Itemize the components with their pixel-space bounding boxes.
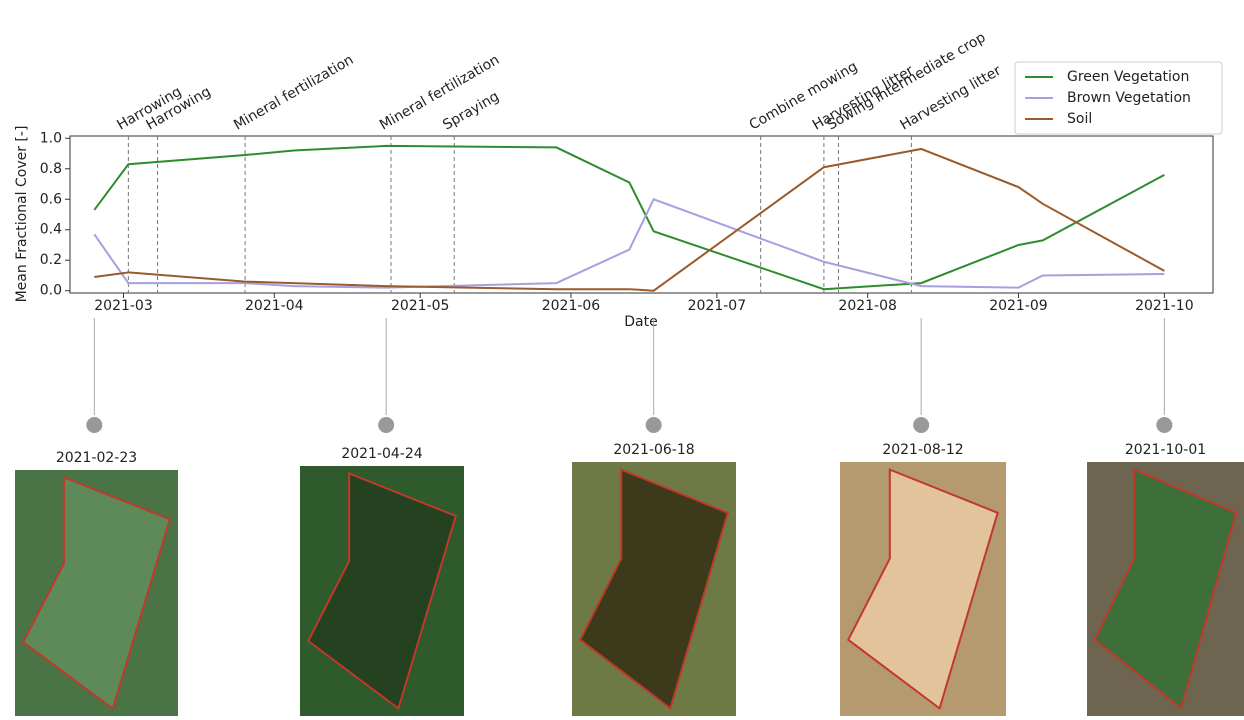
legend-label: Green Vegetation: [1067, 69, 1189, 85]
y-axis-label: Mean Fractional Cover [-]: [14, 126, 30, 303]
field-boundary: [578, 468, 730, 711]
thumbnail-date: 2021-02-23: [56, 450, 137, 466]
connector-dot: [378, 417, 395, 433]
x-tick-label: 2021-05: [391, 298, 450, 314]
series-line: [93, 198, 1165, 289]
thumbnail-date: 2021-04-24: [341, 446, 422, 462]
thumbnail-date: 2021-06-18: [613, 442, 694, 458]
y-tick-label: 1.0: [40, 130, 62, 146]
field-boundary: [306, 472, 458, 711]
connector-dot: [1156, 417, 1173, 433]
y-tick-label: 0.4: [40, 222, 62, 238]
y-tick-label: 0.6: [40, 191, 62, 207]
x-tick-label: 2021-08: [838, 298, 897, 314]
series-line: [93, 144, 1165, 291]
field-boundary: [847, 468, 999, 711]
connector-dot: [86, 417, 103, 433]
y-tick-label: 0.2: [40, 252, 62, 268]
field-boundary: [21, 475, 172, 711]
plot-frame: [69, 135, 1214, 294]
field-boundary: [1093, 468, 1238, 711]
thumbnail-date: 2021-10-01: [1125, 442, 1206, 458]
event-label: Mineral fertilization: [377, 52, 502, 134]
x-tick-label: 2021-06: [542, 298, 601, 314]
x-tick-label: 2021-07: [688, 298, 747, 314]
legend-label: Brown Vegetation: [1067, 90, 1191, 106]
y-tick-label: 0.0: [40, 283, 62, 299]
x-tick-label: 2021-10: [1135, 298, 1194, 314]
x-tick-label: 2021-04: [245, 298, 304, 314]
legend-label: Soil: [1067, 111, 1092, 127]
series-line: [94, 147, 1165, 292]
x-tick-label: 2021-03: [94, 298, 153, 314]
connector-dot: [913, 417, 930, 433]
legend-box: [1014, 61, 1223, 135]
thumbnail-date: 2021-08-12: [882, 442, 963, 458]
connector-dot: [645, 417, 662, 433]
y-tick-label: 0.8: [40, 161, 62, 177]
x-axis-label: Date: [624, 314, 657, 330]
x-tick-label: 2021-09: [989, 298, 1048, 314]
event-label: Mineral fertilization: [231, 52, 356, 134]
